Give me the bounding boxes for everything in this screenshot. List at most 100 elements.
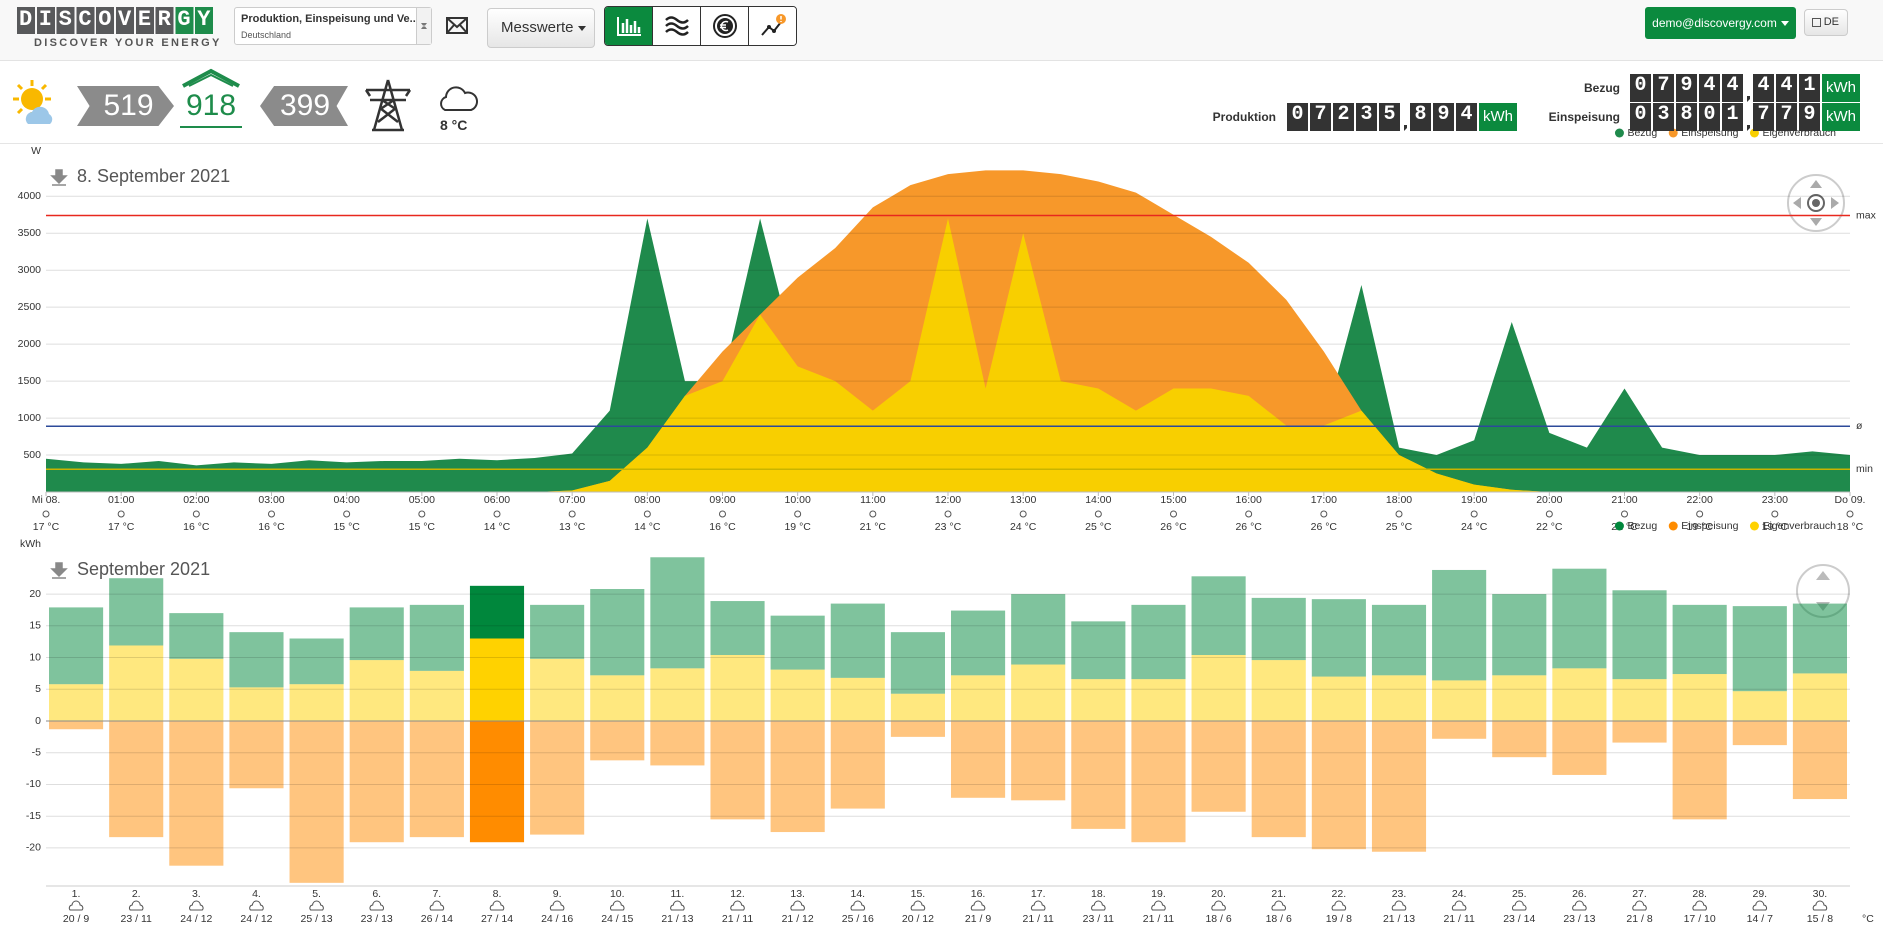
bar-segment bbox=[1372, 605, 1426, 675]
view-costs[interactable] bbox=[701, 7, 749, 45]
bar-segment bbox=[1492, 594, 1546, 675]
weather-icon bbox=[911, 901, 925, 910]
weather-icon bbox=[69, 901, 83, 910]
x-tick-label: 23:00 bbox=[1762, 494, 1788, 506]
meter-select[interactable]: Produktion, Einspeisung und Ve... Deutsc… bbox=[234, 7, 432, 45]
bar-segment bbox=[650, 721, 704, 765]
day-temperature: 24 / 15 bbox=[601, 913, 633, 925]
meter-decimal: 779 bbox=[1753, 103, 1820, 131]
x-tick-label: 19. bbox=[1151, 888, 1166, 900]
weather-icon bbox=[1573, 901, 1587, 910]
bar-segment bbox=[1612, 590, 1666, 679]
x-tick-label: 3. bbox=[192, 888, 201, 900]
x-tick-label: 05:00 bbox=[409, 494, 435, 506]
x-tick-label: 23. bbox=[1392, 888, 1407, 900]
legend-marker bbox=[1615, 522, 1624, 531]
x-tick-label: 01:00 bbox=[108, 494, 134, 506]
day-temperature: 25 / 16 bbox=[842, 913, 874, 925]
bar-segment bbox=[1252, 598, 1306, 660]
weather-icon bbox=[250, 901, 264, 910]
meter-integer: 07944 bbox=[1630, 74, 1743, 102]
bar-segment bbox=[169, 721, 223, 866]
meter-einspeisung: 03801 779 kWh bbox=[1630, 103, 1860, 131]
weather-icon bbox=[269, 511, 275, 517]
bar-segment bbox=[1071, 679, 1125, 721]
y-tick-label: 1500 bbox=[18, 375, 42, 387]
day-temperature: 21 / 11 bbox=[1023, 913, 1054, 925]
weather-icon bbox=[569, 511, 575, 517]
bar-segment bbox=[1793, 721, 1847, 799]
language-button[interactable]: DE bbox=[1804, 9, 1848, 36]
bar-segment bbox=[1192, 721, 1246, 812]
weather-icon bbox=[494, 511, 500, 517]
weather-icon bbox=[1512, 901, 1526, 910]
download-icon bbox=[52, 170, 66, 185]
x-tick-label: 13. bbox=[790, 888, 805, 900]
x-tick-label: 4. bbox=[252, 888, 261, 900]
weather-icon bbox=[1031, 901, 1045, 910]
x-tick-label: 24. bbox=[1452, 888, 1467, 900]
tick-temperature: 13 °C bbox=[559, 521, 586, 533]
tick-temperature: 25 °C bbox=[1386, 521, 1413, 533]
day-temperature: 27 / 14 bbox=[481, 913, 513, 925]
view-forecast[interactable] bbox=[749, 7, 796, 45]
house-roof bbox=[180, 68, 242, 88]
bar-segment bbox=[1011, 594, 1065, 664]
day-temperature: 21 / 11 bbox=[722, 913, 753, 925]
user-menu[interactable]: demo@discovergy.com bbox=[1645, 7, 1796, 39]
view-bars[interactable] bbox=[605, 7, 653, 45]
weather-icon bbox=[720, 511, 726, 517]
bar-segment bbox=[590, 675, 644, 721]
weather-icon bbox=[870, 511, 876, 517]
outside-temperature: 8 °C bbox=[440, 117, 467, 133]
bar-segment bbox=[1071, 721, 1125, 829]
reference-label: min bbox=[1856, 463, 1873, 475]
bar-segment bbox=[350, 607, 404, 660]
menu-button[interactable]: Messwerte bbox=[487, 8, 595, 48]
x-tick-label: 30. bbox=[1813, 888, 1828, 900]
y-tick-label: 3500 bbox=[18, 227, 42, 239]
y-tick-label: 5 bbox=[35, 683, 41, 695]
day-temperature: 15 / 8 bbox=[1807, 913, 1833, 925]
bar-segment bbox=[1252, 660, 1306, 721]
view-switch bbox=[604, 6, 797, 46]
weather-icon bbox=[193, 511, 199, 517]
bar-segment bbox=[49, 607, 103, 684]
y-tick-label: 2500 bbox=[18, 301, 42, 313]
day-temperature: 21 / 11 bbox=[1443, 913, 1474, 925]
x-tick-label: 1. bbox=[72, 888, 81, 900]
day-temperature: 14 / 7 bbox=[1747, 913, 1773, 925]
nav-control[interactable] bbox=[1788, 175, 1844, 231]
bar-segment bbox=[350, 721, 404, 842]
y-axis-label: W bbox=[31, 145, 41, 157]
mail-icon[interactable] bbox=[446, 17, 468, 34]
bar-segment bbox=[1673, 721, 1727, 819]
bar-segment bbox=[1673, 674, 1727, 721]
bar-segment bbox=[891, 721, 945, 737]
x-tick-label: 17. bbox=[1031, 888, 1046, 900]
bar-segment bbox=[951, 721, 1005, 798]
x-tick-label: 07:00 bbox=[559, 494, 585, 506]
bar-segment bbox=[1312, 599, 1366, 676]
bar-segment bbox=[470, 721, 524, 842]
x-tick-label: 10:00 bbox=[785, 494, 811, 506]
day-temperature: 21 / 11 bbox=[1143, 913, 1174, 925]
feed-in-value: 399 bbox=[260, 86, 348, 126]
logo[interactable]: DISCOVERGY bbox=[17, 7, 215, 34]
tick-temperature: 23 °C bbox=[935, 521, 962, 533]
bar-segment bbox=[710, 721, 764, 819]
weather-icon bbox=[945, 511, 951, 517]
weather-icon bbox=[1753, 901, 1767, 910]
weather-icon bbox=[1092, 901, 1106, 910]
weather-icon bbox=[1847, 511, 1853, 517]
day-temperature: 26 / 14 bbox=[421, 913, 453, 925]
weather-icon bbox=[1095, 511, 1101, 517]
x-tick-label: 16:00 bbox=[1236, 494, 1262, 506]
bar-segment bbox=[169, 659, 223, 721]
x-tick-label: 20. bbox=[1211, 888, 1226, 900]
day-temperature: 24 / 12 bbox=[180, 913, 212, 925]
tick-temperature: 16 °C bbox=[183, 521, 210, 533]
bar-segment bbox=[1733, 691, 1787, 721]
view-waves[interactable] bbox=[653, 7, 701, 45]
